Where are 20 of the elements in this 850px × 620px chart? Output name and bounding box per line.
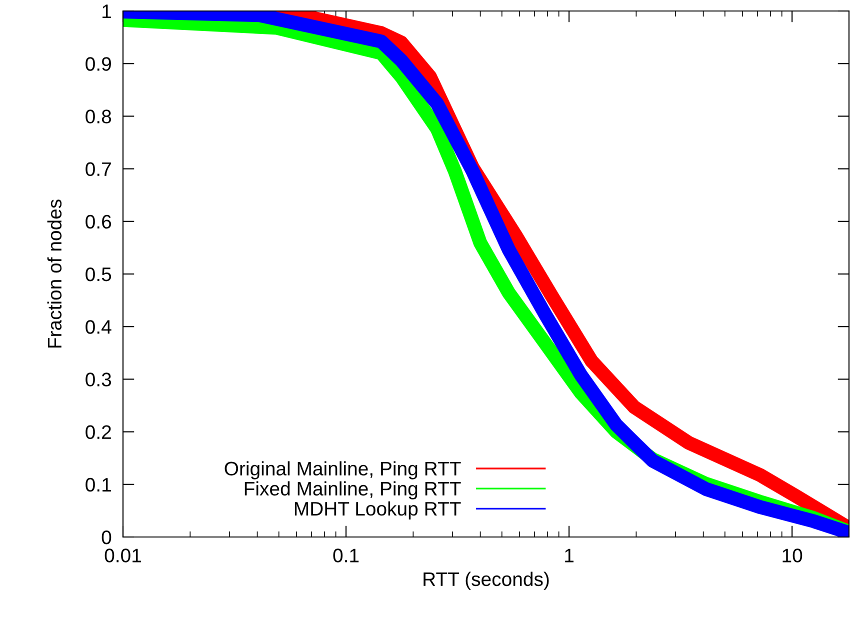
- y-tick-label: 1: [102, 4, 111, 18]
- y-tick-label: 0.4: [86, 320, 112, 334]
- legend-label: MDHT Lookup RTT: [294, 501, 461, 520]
- legend-label: Fixed Mainline, Ping RTT: [244, 481, 461, 500]
- x-tick-label: 10: [782, 548, 802, 562]
- legend-label: Original Mainline, Ping RTT: [224, 461, 461, 480]
- x-tick-label: 0.01: [104, 548, 141, 562]
- y-tick-label: 0.2: [86, 425, 111, 440]
- y-tick-label: 0.1: [86, 478, 111, 492]
- y-tick-label: 0.3: [86, 372, 112, 386]
- y-tick-label: 0.9: [86, 57, 111, 71]
- y-tick-label: 0.8: [86, 110, 112, 124]
- y-tick-label: 0.5: [86, 267, 112, 282]
- y-tick-label: 0.6: [86, 214, 112, 229]
- x-tick-label: 0.1: [333, 548, 359, 562]
- y-tick-label: 0: [102, 530, 112, 544]
- x-axis-title: RTT (seconds): [424, 572, 549, 590]
- y-axis-title: Fraction of nodes: [47, 200, 62, 348]
- y-tick-label: 0.7: [86, 162, 111, 176]
- x-tick-label: 1: [565, 548, 574, 562]
